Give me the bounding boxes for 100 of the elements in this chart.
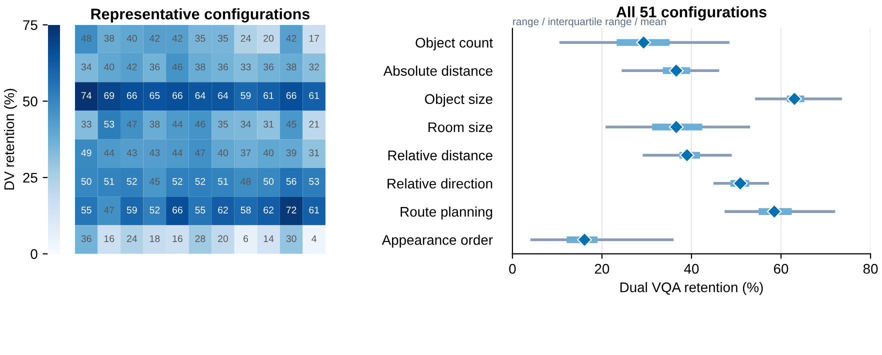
data-label: 38	[195, 64, 206, 70]
data-label: 43	[149, 149, 160, 156]
color-bar-label: 25	[23, 172, 38, 183]
y-tick-label: Room size	[428, 122, 492, 132]
chart-title: Representative configurations	[91, 8, 310, 23]
data-label: 20	[218, 235, 228, 242]
data-label: 44	[172, 149, 183, 156]
data-label: 64	[195, 92, 206, 100]
data-label: 32	[309, 64, 319, 70]
data-label: 66	[126, 92, 137, 100]
data-label: 55	[195, 206, 206, 214]
data-label: 40	[218, 149, 228, 156]
data-label: 74	[81, 92, 92, 99]
x-axis-title: Dual VQA retention (%)	[620, 282, 763, 295]
data-label: 24	[126, 235, 138, 242]
data-label: 34	[240, 120, 251, 128]
x-tick-label: 60	[774, 264, 788, 274]
data-label: 36	[150, 64, 160, 70]
data-label: 40	[104, 64, 114, 70]
data-label: 52	[126, 178, 137, 185]
data-label: 42	[149, 34, 160, 42]
data-label: 33	[240, 64, 251, 70]
data-label: 21	[309, 120, 320, 128]
data-label: 16	[172, 235, 182, 242]
data-label: 66	[172, 206, 182, 214]
data-label: 72	[286, 206, 296, 214]
data-label: 45	[149, 178, 160, 185]
data-label: 65	[150, 92, 160, 100]
data-label: 62	[218, 206, 228, 214]
data-label: 30	[286, 235, 296, 242]
y-tick-label: Relative direction	[388, 178, 492, 189]
data-label: 61	[264, 92, 274, 100]
data-label: 48	[81, 34, 92, 42]
data-label: 33	[81, 120, 92, 128]
data-label: 64	[218, 92, 228, 100]
data-label: 31	[309, 149, 320, 156]
data-label: 58	[240, 206, 251, 214]
color-bar-label: 50	[23, 96, 38, 106]
data-label: 6	[244, 235, 248, 242]
data-label: 35	[218, 34, 228, 42]
data-label: 55	[81, 206, 92, 214]
x-tick-label: 40	[684, 264, 699, 274]
data-label: 45	[286, 120, 296, 128]
data-label: 4	[312, 235, 316, 242]
data-label: 40	[126, 34, 137, 42]
data-label: 47	[104, 206, 114, 214]
data-label: 37	[240, 149, 251, 156]
data-label: 47	[126, 120, 137, 128]
data-label: 61	[309, 206, 320, 214]
color-bar-label: 75	[23, 20, 38, 30]
y-tick-label: Absolute distance	[383, 66, 492, 76]
data-label: 42	[286, 34, 296, 42]
data-label: 42	[172, 34, 182, 42]
data-label: 38	[286, 64, 296, 70]
data-label: 62	[264, 206, 274, 214]
data-label: 50	[81, 178, 92, 185]
data-label: 39	[286, 149, 296, 156]
data-label: 36	[81, 235, 92, 242]
data-label: 48	[240, 178, 251, 185]
data-label: 51	[218, 178, 228, 185]
data-label: 36	[263, 64, 274, 70]
data-label: 36	[218, 64, 228, 70]
data-label: 44	[172, 120, 183, 128]
data-label: 31	[263, 120, 274, 128]
data-label: 38	[150, 120, 160, 128]
data-label: 24	[240, 34, 251, 42]
data-label: 28	[195, 235, 206, 242]
data-label: 52	[150, 206, 160, 214]
data-label: 52	[172, 178, 182, 185]
data-label: 53	[104, 120, 114, 128]
data-label: 61	[309, 92, 320, 100]
data-label: 16	[104, 235, 114, 242]
data-label: 49	[81, 149, 92, 156]
data-label: 56	[286, 178, 296, 185]
y-tick-label: Route planning	[400, 206, 492, 220]
y-tick-label: Object size	[424, 94, 492, 107]
color-bar-label: 0	[30, 249, 38, 259]
data-label: 66	[286, 92, 296, 100]
color-bar-title: DV retention (%)	[4, 88, 17, 190]
data-label: 20	[264, 34, 274, 42]
data-label: 35	[218, 120, 228, 128]
data-label: 46	[172, 64, 182, 70]
data-label: 47	[195, 149, 206, 156]
data-label: 43	[126, 149, 137, 156]
y-tick-label: Object count	[416, 37, 493, 50]
data-label: 52	[195, 178, 206, 185]
data-label: 50	[264, 178, 274, 185]
y-tick-label: Relative distance	[388, 150, 492, 160]
x-tick-label: 20	[594, 264, 610, 274]
data-label: 18	[150, 235, 160, 242]
x-tick-label: 80	[863, 264, 878, 274]
data-label: 59	[126, 206, 137, 214]
data-label: 69	[104, 92, 114, 100]
data-label: 42	[126, 64, 137, 70]
data-label: 59	[240, 92, 251, 100]
data-label: 66	[172, 92, 182, 100]
data-label: 44	[104, 149, 114, 156]
data-label: 34	[81, 64, 92, 70]
data-label: 40	[263, 149, 274, 156]
data-label: 17	[309, 34, 319, 42]
